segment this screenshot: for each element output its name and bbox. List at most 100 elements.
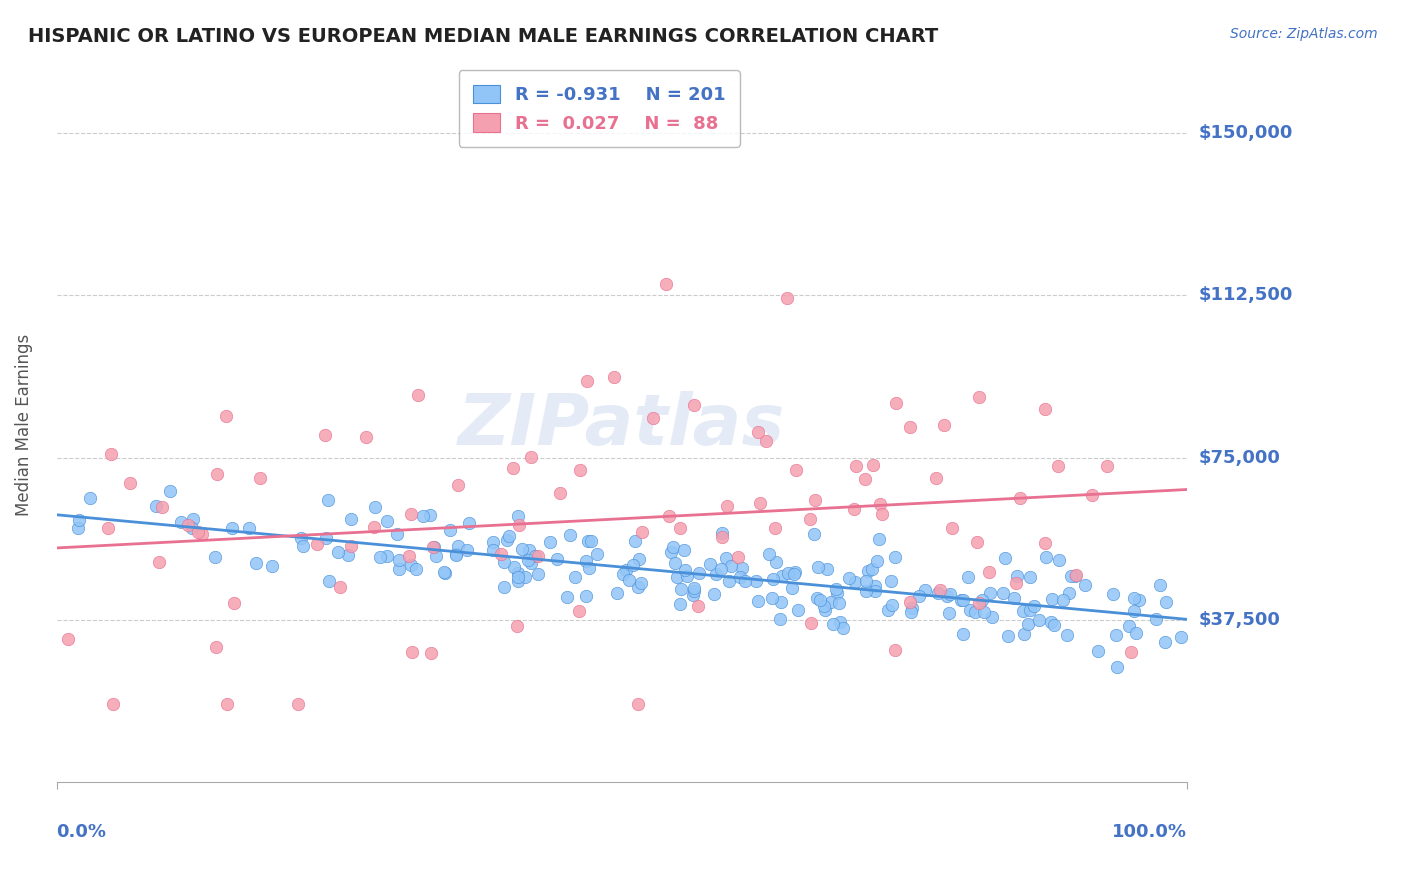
Point (1097, 458, 1119, 473)
Point (314, 427, 336, 442)
Point (447, 539, 470, 553)
Point (364, 500, 387, 514)
Point (1060, 568, 1083, 582)
Point (1170, 630, 1192, 644)
Point (612, 567, 634, 582)
Point (1033, 535, 1056, 549)
Point (710, 530, 733, 544)
Point (979, 586, 1001, 600)
Point (825, 586, 848, 600)
Point (683, 583, 706, 598)
Point (627, 580, 650, 594)
Point (491, 548, 513, 562)
Point (749, 496, 772, 510)
Point (952, 593, 974, 607)
Point (375, 514, 398, 528)
Point (412, 508, 434, 523)
Point (624, 533, 647, 548)
Point (728, 570, 751, 584)
Point (406, 388, 429, 402)
Point (758, 547, 780, 561)
Y-axis label: Median Male Earnings: Median Male Earnings (15, 334, 32, 516)
Point (120, 476, 142, 491)
Point (506, 619, 529, 633)
Point (575, 375, 598, 389)
Point (807, 560, 830, 574)
Text: Source: ZipAtlas.com: Source: ZipAtlas.com (1230, 27, 1378, 41)
Point (578, 561, 600, 575)
Point (1019, 570, 1042, 584)
Point (458, 516, 481, 531)
Point (865, 554, 887, 568)
Point (205, 640, 228, 654)
Point (439, 523, 461, 537)
Point (973, 606, 995, 620)
Point (838, 571, 860, 585)
Point (901, 601, 924, 615)
Point (519, 543, 541, 558)
Point (222, 596, 245, 610)
Point (682, 589, 704, 603)
Point (939, 587, 962, 601)
Point (548, 486, 571, 500)
Point (934, 417, 956, 432)
Point (821, 616, 844, 631)
Point (727, 549, 749, 564)
Point (1056, 628, 1078, 642)
Point (970, 592, 993, 607)
Point (238, 521, 260, 535)
Point (524, 549, 547, 564)
Point (669, 521, 692, 535)
Point (481, 534, 503, 549)
Point (498, 528, 520, 542)
Text: ZIPatlas: ZIPatlas (458, 391, 786, 459)
Point (775, 291, 797, 305)
Point (863, 583, 886, 598)
Point (813, 603, 835, 617)
Point (204, 549, 226, 564)
Point (967, 390, 990, 404)
Point (898, 420, 921, 434)
Point (401, 645, 423, 659)
Point (307, 537, 329, 551)
Point (388, 562, 411, 576)
Point (830, 615, 852, 629)
Point (872, 507, 894, 521)
Point (1059, 586, 1081, 600)
Point (655, 277, 678, 292)
Point (1105, 628, 1128, 642)
Point (770, 569, 793, 583)
Point (187, 524, 209, 539)
Point (936, 590, 959, 604)
Point (668, 598, 690, 612)
Point (868, 532, 890, 546)
Point (782, 581, 804, 595)
Point (747, 593, 769, 607)
Point (907, 590, 929, 604)
Point (856, 564, 879, 578)
Point (699, 558, 721, 572)
Point (315, 532, 337, 546)
Point (994, 551, 1017, 566)
Point (716, 550, 738, 565)
Point (494, 580, 516, 594)
Text: $150,000: $150,000 (1198, 124, 1292, 143)
Point (215, 697, 238, 711)
Point (716, 499, 738, 513)
Point (769, 611, 792, 625)
Point (329, 580, 352, 594)
Point (207, 467, 229, 481)
Point (159, 484, 181, 499)
Point (568, 604, 591, 618)
Point (575, 589, 598, 603)
Point (1039, 615, 1062, 629)
Point (787, 602, 810, 616)
Point (783, 567, 806, 582)
Point (682, 582, 704, 596)
Point (1064, 568, 1087, 582)
Point (1035, 549, 1057, 564)
Point (844, 574, 866, 589)
Point (710, 562, 733, 576)
Text: HISPANIC OR LATINO VS EUROPEAN MEDIAN MALE EARNINGS CORRELATION CHART: HISPANIC OR LATINO VS EUROPEAN MEDIAN MA… (28, 27, 938, 45)
Point (631, 525, 654, 540)
